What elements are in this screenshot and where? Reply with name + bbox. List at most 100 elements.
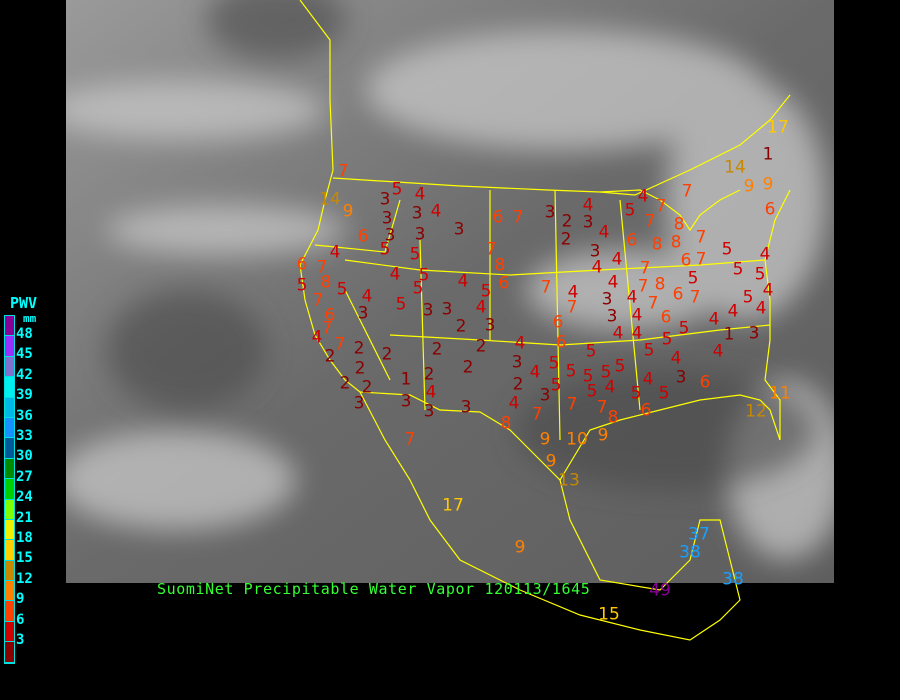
station-pwv-value: 4 (591, 257, 603, 278)
station-pwv-value: 6 (640, 400, 652, 421)
station-pwv-value: 4 (598, 222, 610, 243)
station-pwv-value: 37 (688, 524, 710, 545)
station-pwv-value: 13 (558, 470, 580, 491)
station-pwv-value: 5 (412, 278, 424, 299)
station-pwv-value: 4 (607, 272, 619, 293)
satellite-clouds (66, 0, 834, 583)
station-pwv-value: 5 (395, 294, 407, 315)
station-pwv-value: 11 (769, 383, 791, 404)
station-pwv-value: 4 (612, 323, 624, 344)
station-pwv-value: 14 (724, 157, 746, 178)
station-pwv-value: 8 (651, 234, 663, 255)
station-pwv-value: 3 (453, 219, 465, 240)
station-pwv-value: 7 (695, 227, 707, 248)
station-pwv-value: 7 (540, 277, 552, 298)
us-east-coast (764, 189, 791, 440)
station-pwv-value: 5 (624, 200, 636, 221)
station-pwv-value: 7 (321, 318, 333, 339)
legend-swatch (5, 479, 14, 500)
map-title: SuomiNet Precipitable Water Vapor 120113… (157, 580, 591, 598)
station-pwv-value: 8 (673, 214, 685, 235)
station-pwv-value: 5 (754, 264, 766, 285)
legend-label: 12 (16, 570, 33, 587)
station-pwv-value: 2 (423, 364, 435, 385)
station-pwv-value: 5 (721, 239, 733, 260)
station-pwv-value: 2 (324, 346, 336, 367)
station-pwv-value: 9 (342, 201, 354, 222)
station-pwv-value: 4 (414, 184, 426, 205)
station-pwv-value: 8 (654, 274, 666, 295)
station-pwv-value: 5 (687, 268, 699, 289)
station-pwv-value: 4 (611, 249, 623, 270)
legend-swatch (5, 642, 14, 663)
station-pwv-value: 4 (708, 309, 720, 330)
station-pwv-value: 17 (767, 117, 789, 138)
station-pwv-value: 7 (681, 181, 693, 202)
station-pwv-value: 10 (566, 429, 588, 450)
station-pwv-value: 5 (418, 265, 430, 286)
station-pwv-value: 9 (743, 176, 755, 197)
station-pwv-value: 3 (357, 303, 369, 324)
station-pwv-value: 3 (353, 393, 365, 414)
legend-swatch (5, 621, 14, 643)
station-pwv-value: 3 (484, 315, 496, 336)
state-line (314, 199, 401, 253)
station-pwv-value: 1 (762, 144, 774, 165)
station-pwv-value: 5 (658, 383, 670, 404)
station-pwv-value: 4 (311, 327, 323, 348)
legend-label: 30 (16, 448, 33, 465)
station-pwv-value: 38 (722, 569, 744, 590)
legend-label: 42 (16, 366, 33, 383)
station-pwv-value: 3 (544, 202, 556, 223)
station-pwv-value: 3 (400, 391, 412, 412)
station-pwv-value: 4 (361, 286, 373, 307)
state-line (619, 199, 641, 411)
station-pwv-value: 5 (379, 239, 391, 260)
station-pwv-value: 7 (596, 397, 608, 418)
station-pwv-value: 2 (339, 373, 351, 394)
legend-label: 45 (16, 346, 33, 363)
station-pwv-value: 5 (678, 318, 690, 339)
legend-swatch (5, 438, 14, 459)
station-pwv-value: 3 (422, 300, 434, 321)
us-west-coast (299, 169, 361, 393)
legend-swatch (5, 519, 14, 541)
station-pwv-value: 5 (661, 329, 673, 350)
state-line (419, 239, 426, 411)
legend-label: 6 (16, 611, 25, 628)
legend-swatch (5, 356, 14, 378)
station-pwv-value: 4 (514, 333, 526, 354)
station-pwv-value: 9 (545, 451, 557, 472)
station-pwv-value: 15 (598, 604, 620, 625)
station-pwv-value: 4 (762, 280, 774, 301)
station-pwv-value: 4 (631, 305, 643, 326)
station-pwv-value: 5 (336, 279, 348, 300)
legend-label: 24 (16, 489, 33, 506)
station-pwv-value: 9 (539, 429, 551, 450)
station-pwv-value: 4 (329, 242, 341, 263)
station-pwv-value: 4 (457, 271, 469, 292)
station-pwv-value: 7 (695, 249, 707, 270)
legend-swatch (5, 540, 14, 561)
station-pwv-value: 7 (637, 276, 649, 297)
station-pwv-value: 3 (414, 224, 426, 245)
legend-label: 36 (16, 407, 33, 424)
station-pwv-value: 4 (529, 362, 541, 383)
station-pwv-value: 2 (354, 358, 366, 379)
station-pwv-value: 6 (672, 284, 684, 305)
station-pwv-value: 6 (764, 199, 776, 220)
station-pwv-value: 8 (500, 413, 512, 434)
station-pwv-value: 4 (567, 282, 579, 303)
station-pwv-value: 17 (442, 495, 464, 516)
station-pwv-value: 4 (604, 377, 616, 398)
station-pwv-value: 4 (670, 348, 682, 369)
station-pwv-value: 6 (680, 250, 692, 271)
station-pwv-value: 3 (441, 299, 453, 320)
station-pwv-value: 5 (565, 361, 577, 382)
station-pwv-value: 2 (560, 229, 572, 250)
station-pwv-value: 6 (498, 273, 510, 294)
station-pwv-value: 4 (712, 341, 724, 362)
legend-label: 9 (16, 591, 25, 608)
station-pwv-value: 5 (391, 179, 403, 200)
station-pwv-value: 4 (642, 369, 654, 390)
